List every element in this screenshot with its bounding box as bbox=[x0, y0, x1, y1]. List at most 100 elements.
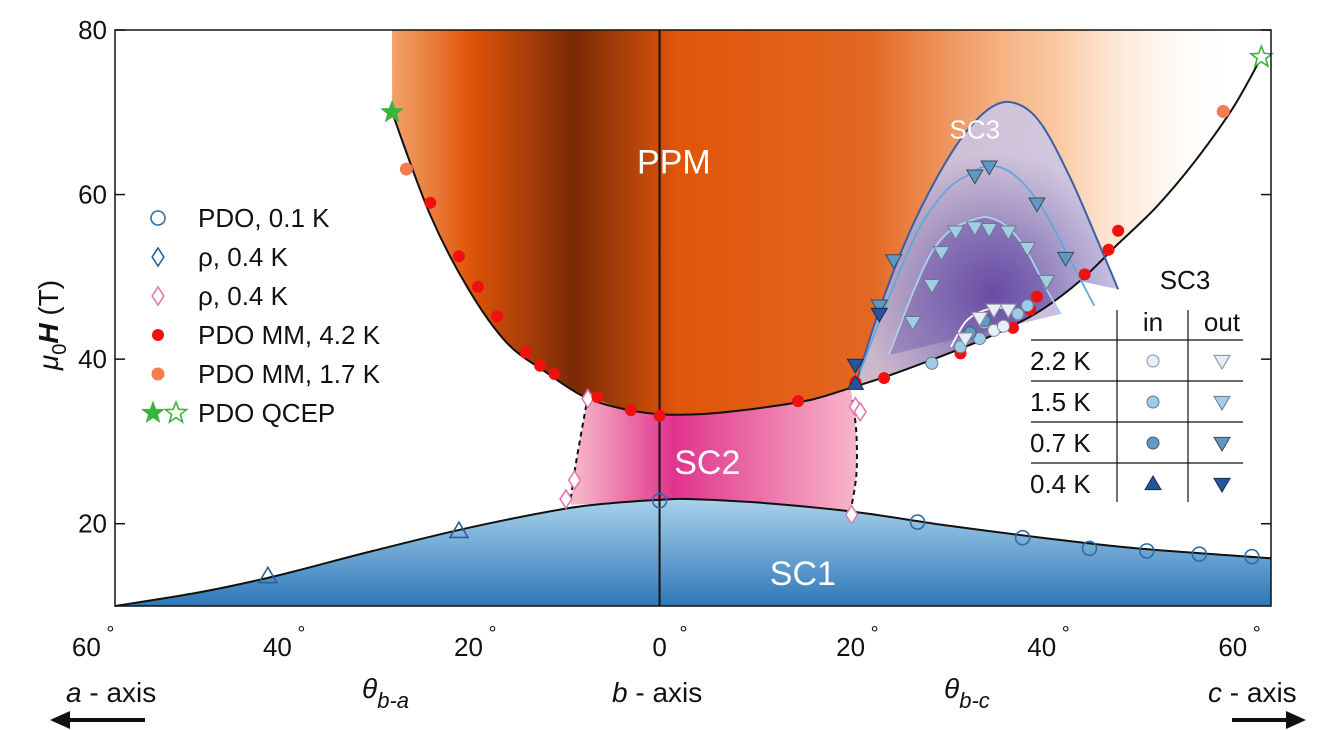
data-point-s2-p1 bbox=[567, 469, 582, 491]
x-tick-label-6: 60 bbox=[1218, 632, 1247, 662]
theta-bc-symbol: θ bbox=[944, 673, 959, 704]
sc1-boundary-curve bbox=[114, 497, 1272, 607]
data-points bbox=[257, 43, 1275, 584]
region-label-ppm: PPM bbox=[637, 144, 711, 182]
region-labels: PPM SC2 SC1 SC3 bbox=[637, 114, 1000, 593]
y-ticks: 20 40 60 80 bbox=[78, 15, 1271, 539]
data-point-s10-p1 bbox=[970, 311, 989, 327]
c-axis-suffix: - axis bbox=[1222, 677, 1297, 708]
legend-label-1: ρ, 0.4 K bbox=[198, 242, 289, 272]
data-point-s6-p0 bbox=[1248, 43, 1275, 68]
plot-frame bbox=[114, 29, 1272, 607]
data-point-s12-p3 bbox=[980, 160, 999, 176]
data-point-s0-p2 bbox=[1014, 529, 1031, 546]
x-tick-label-5: 40 bbox=[1027, 632, 1056, 662]
data-point-s8-p3 bbox=[1011, 307, 1025, 321]
y-axis-label-sub: 0 bbox=[49, 344, 71, 355]
sc1-region-fill bbox=[115, 498, 1271, 606]
a-axis-suffix: - axis bbox=[82, 677, 157, 708]
sc3-core-fill bbox=[888, 216, 1061, 355]
legend: PDO, 0.1 K ρ, 0.4 K ρ, 0.4 K PDO MM, 4.2 K P… bbox=[141, 203, 381, 428]
c-axis-label: c - axis bbox=[1208, 677, 1297, 708]
data-point-s2-p2 bbox=[559, 488, 573, 510]
y-tick-label-3: 80 bbox=[78, 15, 107, 45]
sc3-table-out-marker-0 bbox=[1213, 354, 1231, 370]
x-tick-label-1: 40 bbox=[263, 632, 292, 662]
theta-ba-symbol: θ bbox=[362, 673, 377, 704]
y-tick-label-1: 40 bbox=[78, 344, 107, 374]
legend-marker-1 bbox=[151, 246, 165, 268]
data-point-s10-p3 bbox=[999, 303, 1018, 319]
data-point-s3-p6 bbox=[548, 367, 561, 380]
data-point-s14-p0 bbox=[846, 358, 865, 374]
data-point-s12-p0 bbox=[870, 299, 889, 315]
theta-ba-subscript: b-a bbox=[377, 688, 409, 713]
sc3-table-in-marker-2 bbox=[1146, 436, 1160, 450]
x-tick-label-2: 20 bbox=[454, 632, 483, 662]
legend-label-2: ρ, 0.4 K bbox=[198, 281, 289, 311]
x-tick-degree-1: ° bbox=[297, 623, 305, 645]
y-axis-label: μ0H (T) bbox=[33, 280, 71, 371]
b-axis-label: b - axis bbox=[612, 677, 702, 708]
region-label-sc1: SC1 bbox=[770, 555, 836, 593]
data-point-s0-p0 bbox=[651, 492, 668, 509]
data-point-s11-p5 bbox=[980, 223, 999, 239]
y-axis-label-unit: (T) bbox=[33, 280, 64, 324]
legend-label-3: PDO MM, 4.2 K bbox=[198, 320, 381, 350]
data-point-s11-p2 bbox=[932, 246, 951, 262]
sc3-table-in-marker-0 bbox=[1146, 354, 1160, 368]
data-point-s12-p4 bbox=[1028, 197, 1046, 213]
data-point-s11-p3 bbox=[946, 225, 965, 241]
data-point-s3-p8 bbox=[624, 404, 637, 417]
data-point-s3-p16 bbox=[1030, 290, 1043, 303]
y-tick-label-0: 20 bbox=[78, 509, 107, 539]
data-point-s7-p1 bbox=[996, 319, 1010, 333]
a-axis-label: a - axis bbox=[66, 677, 156, 708]
data-point-s3-p2 bbox=[472, 280, 485, 293]
data-point-s2-p5 bbox=[844, 504, 859, 526]
data-point-s8-p2 bbox=[973, 332, 987, 346]
data-point-s12-p1 bbox=[884, 254, 903, 270]
data-point-s0-p6 bbox=[1244, 548, 1260, 565]
data-point-s8-p4 bbox=[1020, 299, 1034, 313]
data-point-s3-p1 bbox=[452, 250, 465, 263]
x-tick-label-0: 60 bbox=[72, 632, 101, 662]
data-point-s1-p1 bbox=[448, 520, 470, 539]
legend-label-4: PDO MM, 1.7 K bbox=[198, 359, 381, 389]
data-point-s4-p0 bbox=[399, 162, 413, 176]
legend-marker-star-filled bbox=[141, 400, 165, 424]
data-point-s10-p2 bbox=[985, 303, 1003, 319]
data-point-s3-p10 bbox=[792, 395, 805, 408]
a-axis-letter: a bbox=[66, 677, 82, 708]
x-tick-degree-6: ° bbox=[1253, 623, 1261, 645]
data-point-s13-p0 bbox=[846, 374, 865, 390]
data-point-s11-p6 bbox=[999, 225, 1018, 241]
data-point-s3-p9 bbox=[653, 409, 666, 422]
legend-marker-4 bbox=[151, 367, 165, 381]
data-point-s3-p17 bbox=[1078, 268, 1091, 281]
data-point-s0-p5 bbox=[1191, 546, 1208, 562]
data-point-s11-p8 bbox=[1037, 274, 1056, 290]
legend-marker-0 bbox=[150, 210, 166, 226]
sc3-contour-1p5k bbox=[888, 216, 1062, 356]
data-point-s3-p18 bbox=[1102, 243, 1115, 256]
sc3-table-col-in: in bbox=[1143, 307, 1163, 337]
b-axis-suffix: - axis bbox=[628, 677, 703, 708]
data-point-s0-p4 bbox=[1139, 543, 1155, 559]
data-point-s3-p14 bbox=[1007, 321, 1020, 334]
legend-marker-3 bbox=[152, 329, 164, 341]
data-point-s3-p4 bbox=[519, 346, 532, 359]
data-point-s10-p0 bbox=[956, 332, 975, 348]
ppm-region-fill bbox=[392, 30, 1262, 415]
x-tick-degree-0: ° bbox=[106, 623, 114, 645]
x-ticks: 60 ° 40 ° 20 ° 0 ° 20 ° 40 ° 60 ° bbox=[72, 623, 1261, 662]
a-axis-arrowhead bbox=[50, 711, 70, 729]
data-point-s0-p3 bbox=[1081, 540, 1098, 557]
x-tick-degree-3: ° bbox=[680, 623, 688, 645]
sc3-table-temp-0: 2.2 K bbox=[1030, 346, 1091, 376]
sc3-table-temp-1: 1.5 K bbox=[1030, 387, 1091, 417]
x-tick-degree-4: ° bbox=[871, 623, 879, 645]
data-point-s11-p0 bbox=[903, 316, 922, 332]
